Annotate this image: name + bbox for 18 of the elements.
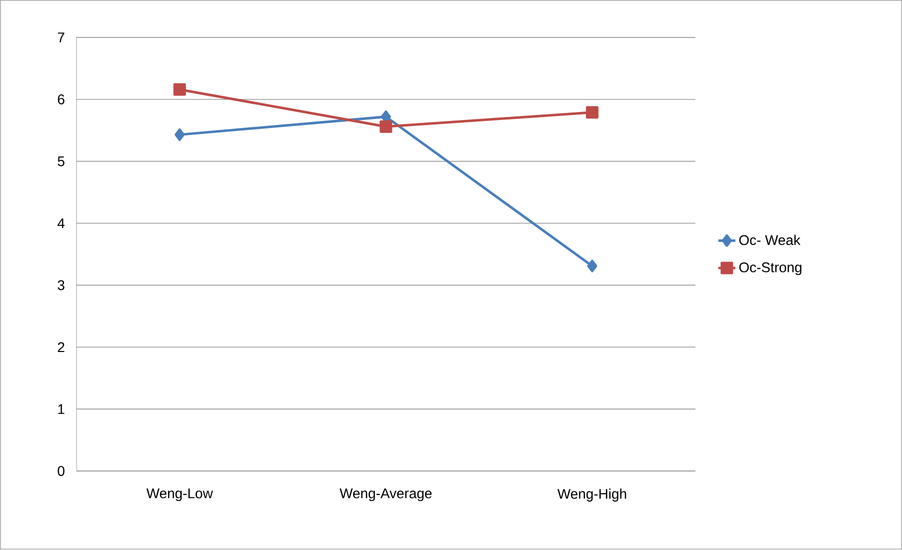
x-tick-label: Weng-Low: [146, 488, 213, 502]
y-tick-label: 2: [58, 342, 64, 352]
y-tick-label: 0: [58, 466, 64, 476]
y-tick-label: 4: [58, 218, 65, 228]
point: [174, 128, 185, 142]
legend-label: Oc-Strong: [739, 262, 802, 276]
point: [173, 83, 186, 96]
point: [586, 106, 598, 119]
y-tick-label: 5: [58, 156, 64, 166]
legend-label: Oc- Weak: [739, 235, 800, 246]
x-tick-label: Weng-High: [557, 488, 626, 502]
y-tick-label: 3: [58, 280, 64, 290]
point: [587, 260, 598, 272]
y-tick-label: 7: [58, 32, 64, 42]
point: [380, 120, 392, 134]
x-tick-label: Weng-Average: [340, 488, 432, 502]
y-tick-label: 1: [58, 404, 64, 414]
y-tick-label: 6: [58, 94, 64, 105]
